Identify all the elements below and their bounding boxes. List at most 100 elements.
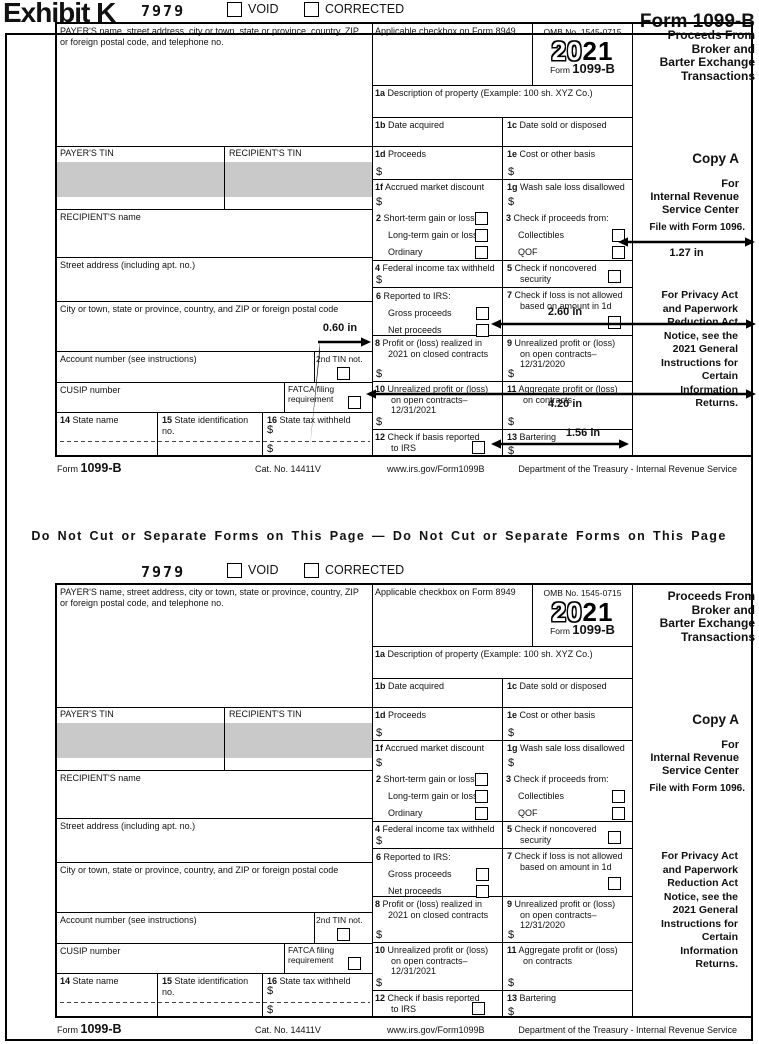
box-10-unrealized-2021[interactable]: 10 Unrealized profit or (loss) on open c… [372, 382, 500, 428]
box-16-state-tax[interactable]: 16 State tax withheld $ $ [264, 413, 370, 457]
long-term-checkbox[interactable] [475, 229, 488, 242]
payer-info-cell[interactable]: PAYER'S name, street address, city or to… [57, 585, 370, 705]
box-1e-cost-basis[interactable]: 1e Cost or other basis $ [504, 147, 630, 178]
box-1g-wash-sale[interactable]: 1g Wash sale loss disallowed $ [504, 180, 630, 208]
tin-entry-field[interactable] [57, 723, 372, 758]
box-1f-accrued-discount[interactable]: 1f Accrued market discount $ [372, 180, 500, 208]
applicable-checkbox-cell[interactable]: Applicable checkbox on Form 8949 [372, 585, 532, 646]
form-title-line: Proceeds From [667, 589, 755, 603]
fatca-checkbox[interactable] [348, 957, 361, 970]
account-number-cell[interactable]: Account number (see instructions) [57, 352, 312, 381]
box-number: 15 [162, 415, 173, 425]
second-tin-checkbox[interactable] [337, 367, 350, 380]
payer-info-cell[interactable]: PAYER'S name, street address, city or to… [57, 24, 370, 144]
box-9-unrealized-2020[interactable]: 9 Unrealized profit or (loss) on open co… [504, 336, 630, 380]
box-1c-date-sold[interactable]: 1c Date sold or disposed [504, 118, 630, 145]
box-10-unrealized-2021[interactable]: 10 Unrealized profit or (loss) on open c… [372, 943, 500, 989]
loss-not-allowed-checkbox[interactable] [608, 877, 621, 890]
box-label: Accrued market discount [385, 743, 485, 753]
box-16-state-tax[interactable]: 16 State tax withheld $ $ [264, 974, 370, 1018]
box-1g-wash-sale[interactable]: 1g Wash sale loss disallowed $ [504, 741, 630, 769]
form-number: 1099-B [572, 60, 615, 76]
box-15-state-id[interactable]: 15 State identification no. [159, 413, 261, 457]
box-1b-date-acquired[interactable]: 1b Date acquired [372, 118, 500, 145]
box-label: State identification no. [162, 415, 249, 436]
ordinary-checkbox[interactable] [475, 246, 488, 259]
box-8-profit-closed-contracts[interactable]: 8 Profit or (loss) realized in 2021 on c… [372, 897, 500, 941]
void-checkbox[interactable] [227, 563, 242, 578]
noncovered-checkbox[interactable] [608, 270, 621, 283]
box-1d-proceeds[interactable]: 1d Proceeds $ [372, 708, 500, 739]
recipient-name-cell[interactable]: RECIPIENT'S name [57, 210, 370, 256]
loss-not-allowed-checkbox[interactable] [608, 316, 621, 329]
dollar-sign: $ [376, 928, 383, 941]
box-number: 1g [507, 743, 518, 753]
collectibles-checkbox[interactable] [612, 229, 625, 242]
box-1a-description[interactable]: 1a Description of property (Example: 100… [372, 647, 630, 677]
void-checkbox[interactable] [227, 2, 242, 17]
tin-entry-field[interactable] [57, 162, 372, 197]
net-proceeds-checkbox[interactable] [476, 324, 489, 337]
box-1c-date-sold[interactable]: 1c Date sold or disposed [504, 679, 630, 706]
dollar-sign: $ [376, 726, 383, 739]
recipient-tin-cell[interactable]: RECIPIENT'S TIN [226, 146, 370, 162]
corrected-checkbox[interactable] [304, 2, 319, 17]
qof-checkbox[interactable] [612, 807, 625, 820]
recipient-tin-cell[interactable]: RECIPIENT'S TIN [226, 707, 370, 723]
box-4-federal-tax[interactable]: 4 Federal income tax withheld $ [372, 822, 500, 847]
box-number: 6 [376, 852, 382, 862]
box-14-state-name[interactable]: 14 State name [57, 413, 156, 457]
year-outline: 20 [551, 35, 583, 66]
box-1b-date-acquired[interactable]: 1b Date acquired [372, 679, 500, 706]
second-tin-checkbox[interactable] [337, 928, 350, 941]
short-term-checkbox[interactable] [475, 212, 488, 225]
box-11-aggregate-profit[interactable]: 11 Aggregate profit or (loss) on contrac… [504, 943, 630, 989]
box-1f-accrued-discount[interactable]: 1f Accrued market discount $ [372, 741, 500, 769]
long-term-checkbox[interactable] [475, 790, 488, 803]
basis-reported-checkbox[interactable] [472, 441, 485, 454]
box-14-state-name[interactable]: 14 State name [57, 974, 156, 1018]
noncovered-checkbox[interactable] [608, 831, 621, 844]
payer-tin-cell[interactable]: PAYER'S TIN [57, 707, 222, 723]
street-address-cell[interactable]: Street address (including apt. no.) [57, 819, 370, 861]
box-15-state-id[interactable]: 15 State identification no. [159, 974, 261, 1018]
cusip-cell[interactable]: CUSIP number [57, 944, 282, 972]
gross-proceeds-checkbox[interactable] [476, 868, 489, 881]
payer-tin-cell[interactable]: PAYER'S TIN [57, 146, 222, 162]
box-number: 12 [375, 993, 386, 1003]
fatca-checkbox[interactable] [348, 396, 361, 409]
basis-reported-checkbox[interactable] [472, 1002, 485, 1015]
box-label: Wash sale loss disallowed [520, 182, 625, 192]
box-8-profit-closed-contracts[interactable]: 8 Profit or (loss) realized in 2021 on c… [372, 336, 500, 380]
box-1a-description[interactable]: 1a Description of property (Example: 100… [372, 86, 630, 116]
box-13-bartering[interactable]: 13 Bartering $ [504, 430, 630, 457]
street-address-cell[interactable]: Street address (including apt. no.) [57, 258, 370, 300]
box-1e-cost-basis[interactable]: 1e Cost or other basis $ [504, 708, 630, 739]
qof-label: QOF [518, 247, 538, 257]
cusip-cell[interactable]: CUSIP number [57, 383, 282, 411]
box-label: Date sold or disposed [519, 120, 607, 130]
box-11-aggregate-profit[interactable]: 11 Aggregate profit or (loss) on contrac… [504, 382, 630, 428]
city-cell[interactable]: City or town, state or province, country… [57, 863, 370, 911]
box-1d-proceeds[interactable]: 1d Proceeds $ [372, 147, 500, 178]
corrected-checkbox[interactable] [304, 563, 319, 578]
form-word: Form [550, 64, 570, 75]
short-term-checkbox[interactable] [475, 773, 488, 786]
city-cell[interactable]: City or town, state or province, country… [57, 302, 370, 350]
collectibles-checkbox[interactable] [612, 790, 625, 803]
gross-proceeds-checkbox[interactable] [476, 307, 489, 320]
box-number: 1b [375, 120, 386, 130]
ordinary-checkbox[interactable] [475, 807, 488, 820]
box-number: 1f [375, 182, 384, 192]
recipient-name-cell[interactable]: RECIPIENT'S name [57, 771, 370, 817]
box-13-bartering[interactable]: 13 Bartering $ [504, 991, 630, 1018]
privacy-line: Returns. [695, 397, 738, 409]
box-9-unrealized-2020[interactable]: 9 Unrealized profit or (loss) on open co… [504, 897, 630, 941]
account-number-cell[interactable]: Account number (see instructions) [57, 913, 312, 942]
applicable-checkbox-cell[interactable]: Applicable checkbox on Form 8949 [372, 24, 532, 85]
box-4-federal-tax[interactable]: 4 Federal income tax withheld $ [372, 261, 500, 286]
net-proceeds-checkbox[interactable] [476, 885, 489, 898]
irs-center-line: Service Center [661, 204, 739, 216]
qof-checkbox[interactable] [612, 246, 625, 259]
box-label: Check if basis reported to IRS [387, 432, 480, 453]
